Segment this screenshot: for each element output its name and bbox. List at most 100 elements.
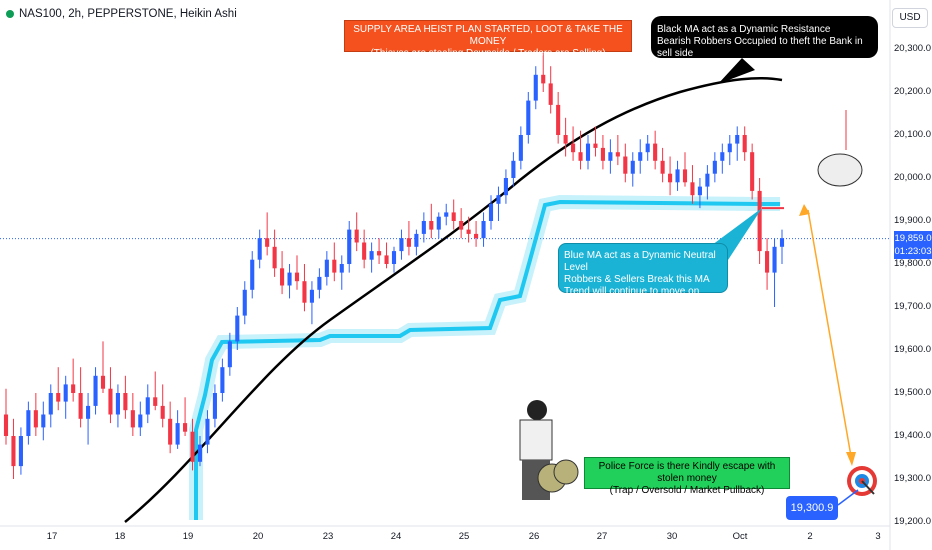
candle-body [503,178,508,196]
candle-body [3,414,9,436]
blue-ma-line-2: Robbers & Sellers Break this MA [564,274,710,285]
black-ma-line-2: Bearish Robbers Occupied to theft the Ba… [657,36,863,59]
candle-body [11,436,16,467]
time-tick-label: 27 [596,531,608,542]
time-tick-label: 26 [528,531,540,542]
candle-body [317,276,322,290]
candle-body [623,156,628,174]
blue-ma-line-1: Blue MA act as a Dynamic Neutral Level [564,250,716,273]
candle-body [18,436,23,467]
candle-body [108,388,113,415]
candle-body [220,367,225,393]
candle-body [71,384,76,393]
target-arrow [807,209,853,463]
candle-body [78,393,83,419]
candle-body [406,238,411,247]
candle-body [511,160,516,178]
candle-body [727,143,732,153]
candle-body [190,431,195,462]
candle-body [608,152,613,161]
time-tick-label: Oct [732,531,748,542]
candle-body [26,410,31,436]
target-arrow-tail [799,204,810,216]
candle-body [183,423,188,432]
currency-button[interactable]: USD [892,8,928,28]
candle-body [765,251,770,273]
candle-body [354,229,359,243]
price-tick-label: 19,300.0 [894,473,931,484]
candle-body [250,259,255,290]
candle-body [630,160,635,174]
price-tick-label: 19,600.0 [894,344,931,355]
candle-body [324,259,329,277]
price-tick-label: 19,400.0 [894,430,931,441]
candle-body [48,393,53,415]
black-ma-line [124,76,783,523]
target-price-label: 19,300.9 [786,496,838,520]
price-tick-label: 19,900.0 [894,215,931,226]
bar-countdown: 01:23:03 [894,246,932,257]
candle-body [115,393,120,415]
time-tick-label: 23 [322,531,334,542]
candle-body [212,393,217,419]
price-tick-label: 20,000.0 [894,172,931,183]
candle-body [33,410,38,428]
candle-body [377,251,382,256]
time-tick-label: 2 [807,531,813,542]
falling-robber-icon [817,153,863,187]
candle-body [563,135,568,144]
candle-body [280,268,285,286]
candle-body [205,418,210,445]
symbol-title[interactable]: NAS100, 2h, PEPPERSTONE, Heikin Ashi [19,8,237,20]
candle-body [287,272,292,286]
candle-body [429,221,434,230]
candle-body [265,238,270,247]
candle-body [138,414,143,428]
candle-body [100,375,106,389]
candle-body [578,152,583,161]
police-annotation: Police Force is there Kindly escape with… [584,457,790,496]
candle-body [697,186,702,196]
candle-body [474,233,479,239]
time-tick-label: 3 [875,531,881,542]
time-tick-label: 25 [458,531,470,542]
target-connector [837,489,859,506]
police-line-2: (Trap / Oversold / Market Pullback) [609,485,765,496]
candle-body [690,182,695,196]
candle-body [153,397,158,406]
candle-body [86,405,91,419]
black-ma-pointer [718,58,755,84]
candle-body [675,169,680,183]
police-line-1: Police Force is there Kindly escape with… [598,461,776,484]
blue-ma-line [194,199,780,520]
chart-header: NAS100, 2h, PEPPERSTONE, Heikin Ashi [6,8,237,20]
candle-body [145,397,150,415]
time-tick-label: 18 [114,531,126,542]
candle-body [459,221,464,230]
candle-body [227,341,232,368]
candle-body [384,255,389,264]
candle-body [593,143,598,148]
candle-body [556,104,561,135]
candle-body [56,393,61,402]
candle-body [757,190,762,252]
blue-ma-annotation: Blue MA act as a Dynamic Neutral Level R… [558,243,728,309]
candle-body [548,83,553,105]
price-tick-label: 20,100.0 [894,129,931,140]
price-tick-label: 19,500.0 [894,387,931,398]
candle-body [615,152,620,157]
candle-body [242,289,247,316]
candle-body [130,410,135,428]
candle-body [309,289,314,303]
candle-body [645,143,650,153]
robber-body [519,419,553,461]
candle-body [466,229,471,234]
candle-body [175,423,180,445]
robber-icon [527,400,547,420]
candle-body [123,393,128,411]
candle-body [369,251,374,260]
black-ma-line-1: Black MA act as a Dynamic Resistance [657,24,831,35]
candle-body [436,216,441,230]
candle-body [585,143,591,161]
